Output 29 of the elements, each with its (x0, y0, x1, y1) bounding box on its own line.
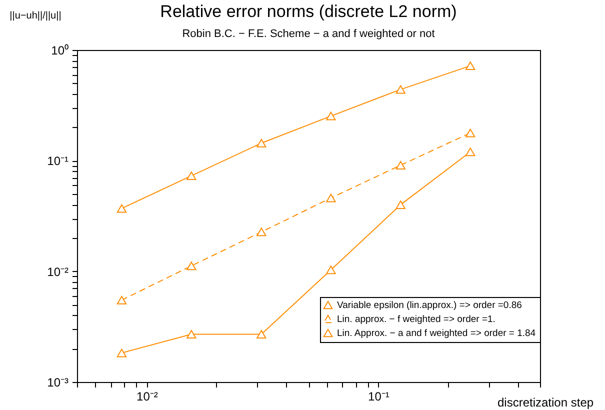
point (326, 194, 336, 202)
point (465, 128, 476, 138)
point (256, 228, 266, 236)
point (256, 138, 266, 148)
point (396, 160, 406, 170)
y-tick-label: 10⁻³ (47, 376, 69, 390)
legend-label: Lin. approx. − f weighted => order =1. (337, 314, 496, 325)
point (465, 148, 476, 156)
point (116, 296, 127, 304)
chart-subtitle: Robin B.C. − F.E. Scheme − a and f weighted or not (182, 28, 435, 40)
legend-label: Lin. Approx. − a and f weighted => order = 1.84 (337, 328, 536, 339)
y-tick-label: 10⁰ (51, 44, 68, 58)
point (326, 266, 336, 274)
point (186, 262, 196, 270)
y-tick-label: 10⁻² (47, 264, 69, 279)
point (256, 330, 266, 339)
point (116, 348, 127, 358)
point (186, 172, 196, 180)
point (186, 330, 196, 339)
legend-label: Variable epsilon (lin.approx.) => order =0.86 (337, 300, 522, 311)
y-tick-label: 10⁻¹ (47, 154, 69, 168)
y-axis-title: ||u−uh||/||u|| (10, 10, 62, 22)
x-axis-title: discretization step (498, 396, 594, 410)
chart-title: Relative error norms (discrete L2 norm) (160, 2, 457, 21)
point (465, 62, 476, 70)
point (396, 200, 406, 209)
point (116, 204, 127, 213)
point (326, 112, 336, 120)
point (396, 85, 406, 94)
